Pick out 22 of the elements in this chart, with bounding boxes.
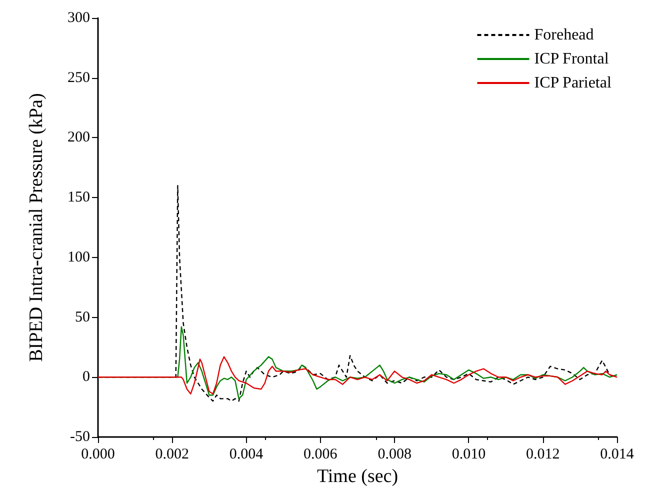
y-tick-label: 0	[82, 369, 90, 386]
y-axis-title: BIPED Intra-cranial Pressure (kPa)	[26, 93, 47, 362]
y-tick-label: 300	[68, 10, 90, 26]
x-axis-title: Time (sec)	[316, 466, 398, 487]
x-tick-label: 0.002	[155, 446, 190, 462]
y-tick-label: 50	[75, 309, 90, 326]
x-tick-label: 0.000	[81, 446, 115, 462]
x-tick-label: 0.010	[452, 446, 486, 462]
y-tick-label: -50	[70, 429, 90, 445]
x-tick-label: 0.004	[229, 446, 264, 462]
line-series	[97, 356, 618, 395]
y-tick-label: 250	[68, 70, 90, 86]
x-tick-label: 0.012	[526, 446, 560, 462]
x-tick-label: 0.014	[600, 446, 634, 462]
legend-label: ICP Parietal	[534, 74, 612, 92]
y-tick-label: 150	[68, 190, 90, 206]
y-tick-label: 100	[68, 249, 90, 266]
x-tick-label: 0.006	[304, 446, 338, 462]
legend-label: ICP Frontal	[534, 50, 610, 68]
x-tick-label: 0.008	[378, 446, 412, 462]
legend-label: Forehead	[534, 26, 594, 44]
y-tick-label: 200	[68, 130, 90, 146]
